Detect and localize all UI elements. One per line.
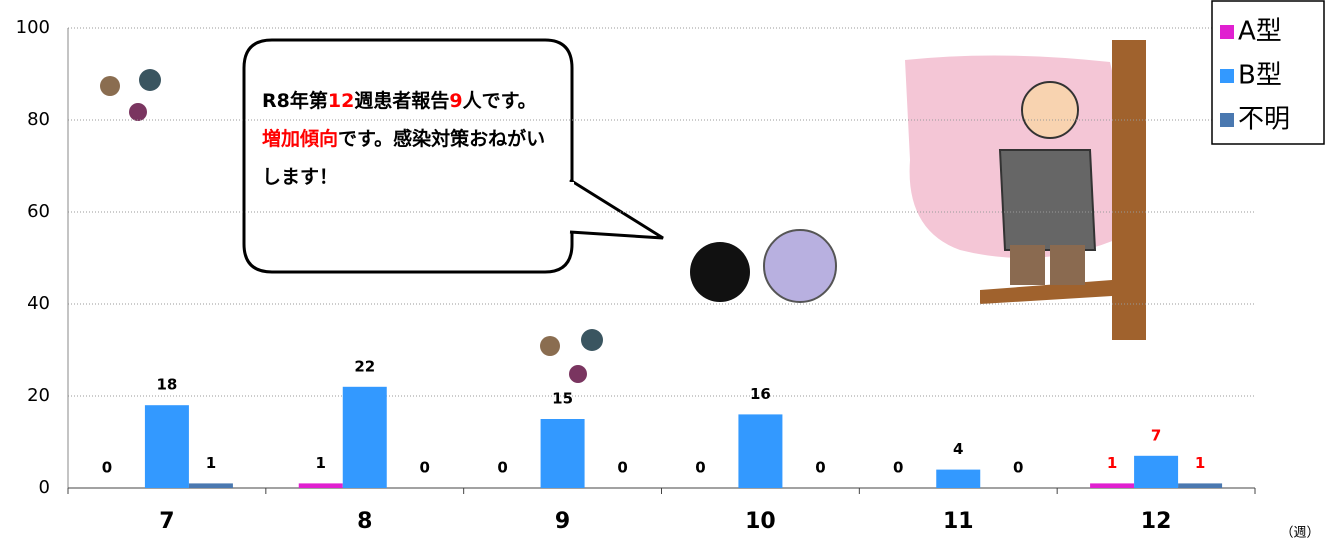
value-label: 18	[156, 376, 177, 394]
legend-swatch	[1220, 69, 1234, 83]
value-label: 0	[893, 459, 903, 477]
bar	[144, 405, 189, 488]
value-label: 22	[354, 357, 375, 375]
y-tick-label: 80	[27, 109, 50, 130]
bar	[540, 419, 585, 488]
x-tick-label: 9	[555, 509, 570, 534]
bar	[1134, 455, 1179, 488]
value-label: 7	[1151, 426, 1161, 444]
callout-text: 人です。	[462, 90, 537, 112]
value-label: 16	[750, 385, 771, 403]
bar	[936, 469, 981, 488]
x-unit: （週）	[1280, 526, 1319, 541]
legend-label: 不明	[1238, 105, 1290, 135]
value-label: 0	[815, 459, 825, 477]
legend-label: A型	[1238, 17, 1282, 47]
y-tick-label: 60	[27, 201, 50, 222]
value-label: 0	[420, 459, 430, 477]
x-tick-label: 12	[1141, 509, 1172, 534]
value-label: 1	[1107, 454, 1117, 472]
bar	[738, 414, 783, 488]
value-label: 4	[953, 440, 963, 458]
value-label: 0	[102, 459, 112, 477]
bar	[1178, 483, 1223, 488]
y-tick-label: 0	[39, 477, 50, 498]
y-tick-label: 40	[27, 293, 50, 314]
value-label: 0	[1013, 459, 1023, 477]
x-tick-label: 10	[745, 509, 776, 534]
value-label: 0	[695, 459, 705, 477]
value-label: 0	[617, 459, 627, 477]
bar	[342, 386, 387, 488]
legend-swatch	[1220, 25, 1234, 39]
bar	[188, 483, 233, 488]
x-tick-label: 7	[159, 509, 174, 534]
value-label: 15	[552, 390, 573, 408]
callout-text: 増加傾向	[262, 128, 339, 150]
y-tick-label: 20	[27, 385, 50, 406]
decoration	[100, 38, 1146, 383]
x-tick-label: 11	[943, 509, 974, 534]
y-tick-label: 100	[16, 17, 50, 38]
value-label: 1	[1195, 454, 1205, 472]
bar	[1090, 483, 1135, 488]
callout-text: 週患者報告	[354, 90, 450, 112]
callout-text: です。感染対策おねがいします！	[262, 128, 546, 188]
x-tick-label: 8	[357, 509, 372, 534]
callout-text: R8年第	[262, 90, 328, 112]
callout-text: 9	[449, 90, 463, 112]
legend-swatch	[1220, 113, 1234, 127]
legend-label: B型	[1238, 61, 1282, 91]
callout: R8年第12週患者報告9人です。増加傾向です。感染対策おねがいします！	[262, 82, 552, 196]
callout-text: 12	[327, 90, 355, 112]
value-label: 1	[316, 454, 326, 472]
value-label: 1	[206, 454, 216, 472]
bar	[298, 483, 343, 488]
value-label: 0	[497, 459, 507, 477]
